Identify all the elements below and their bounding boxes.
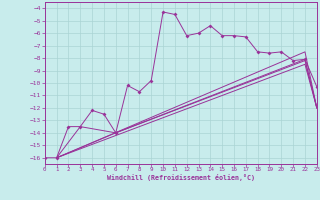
X-axis label: Windchill (Refroidissement éolien,°C): Windchill (Refroidissement éolien,°C) bbox=[107, 174, 255, 181]
